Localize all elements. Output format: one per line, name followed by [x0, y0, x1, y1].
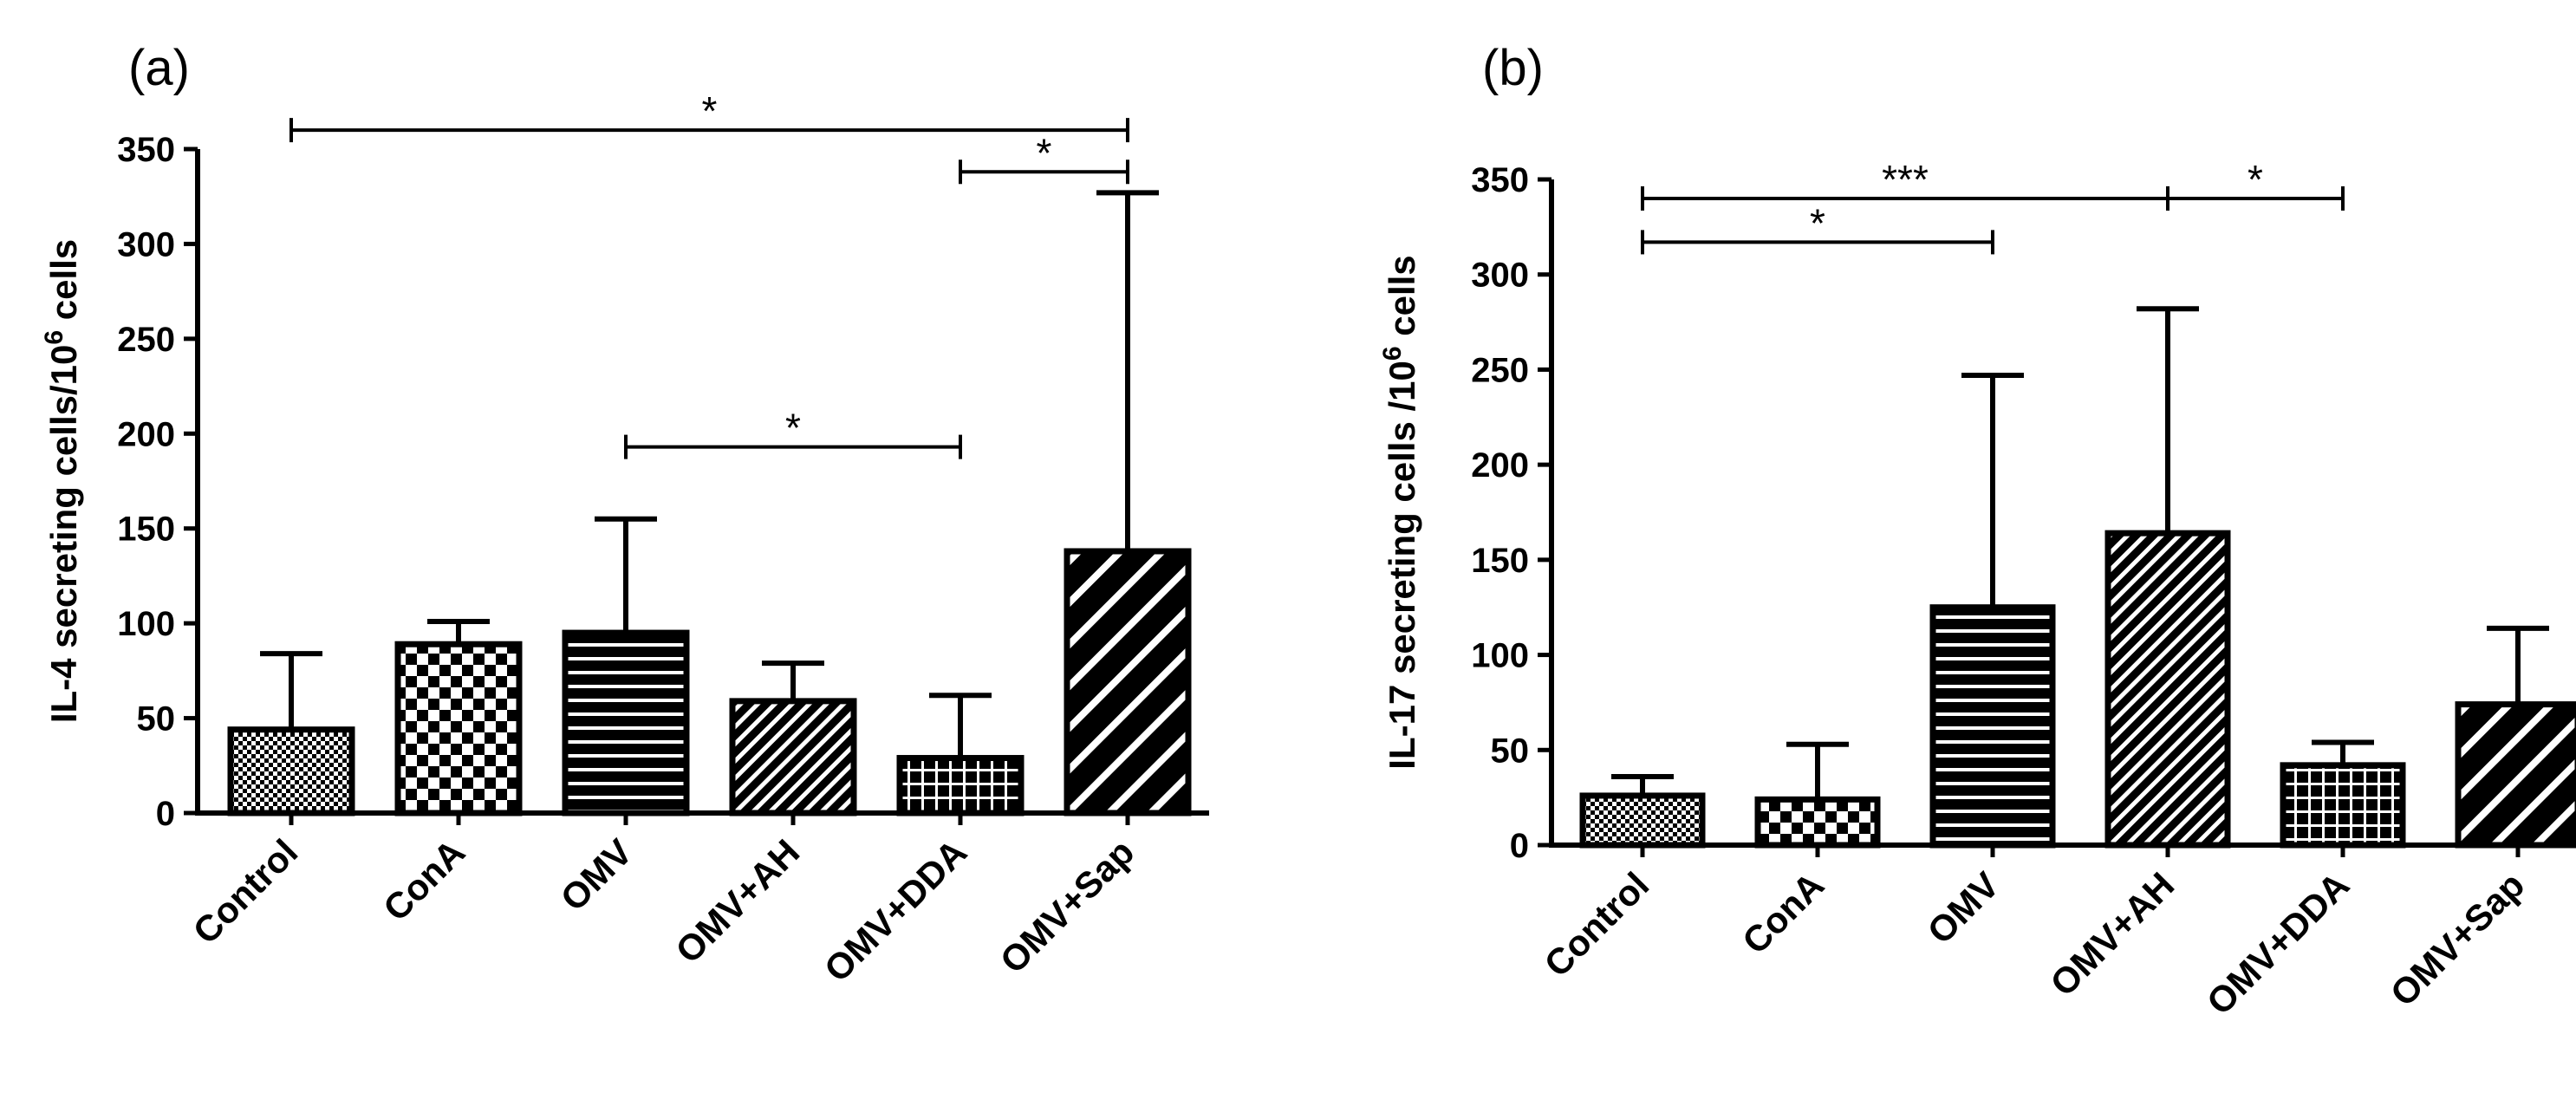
x-category-label: OMV: [1919, 864, 2007, 952]
bar-cona: [1754, 796, 1881, 849]
significance-marker: ***: [1882, 157, 1929, 202]
chart-panel-a: (a) 0 50 100 150 200 250 300 350 IL-4 secreting c…: [40, 40, 1209, 990]
y-tick-label: 350: [117, 131, 175, 169]
bar-cona: [394, 641, 523, 816]
y-tick-label: 100: [1471, 637, 1529, 675]
panel-label-a: (a): [128, 40, 190, 96]
x-category-label: OMV+DDA: [816, 831, 975, 990]
y-tick-label: 300: [1471, 257, 1529, 295]
significance-marker: *: [1037, 130, 1052, 175]
bar-omv-sap: [2455, 701, 2576, 849]
bar-control: [1579, 792, 1706, 849]
y-tick-label: 150: [117, 511, 175, 549]
y-tick-label: 350: [1471, 161, 1529, 199]
bar-omv-ah: [2104, 530, 2231, 849]
significance-marker: *: [702, 88, 718, 133]
y-tick-label: 200: [117, 415, 175, 453]
y-tick-label: 100: [117, 605, 175, 643]
bar-omv-sap: [1064, 548, 1192, 816]
x-category-label: OMV+Sap: [992, 831, 1142, 981]
x-category-label: OMV+DDA: [2199, 864, 2358, 1023]
y-tick-label: 0: [1510, 827, 1529, 865]
y-tick-label: 300: [117, 225, 175, 263]
x-category-label: OMV+Sap: [2383, 864, 2533, 1014]
x-category-label: Control: [1537, 864, 1657, 985]
y-axis-label: IL-4 secreting cells/106 cells: [40, 239, 84, 723]
significance-marker: *: [1810, 200, 1825, 245]
bar-omv-dda: [2280, 762, 2406, 849]
y-tick-label: 250: [117, 321, 175, 359]
significance-marker: *: [2247, 157, 2263, 202]
bar-omv-ah: [729, 698, 857, 816]
x-category-label: OMV+AH: [667, 831, 807, 971]
y-axis-label: IL-17 secreting cells /106 cells: [1378, 255, 1422, 769]
y-tick-label: 50: [1491, 732, 1530, 770]
y-tick-label: 50: [137, 700, 176, 738]
panel-label-b: (b): [1482, 40, 1544, 96]
bar-omv: [562, 629, 690, 816]
significance-marker: *: [785, 406, 801, 451]
bar-omv-dda: [896, 755, 1025, 816]
x-category-label: OMV: [552, 831, 640, 919]
x-category-label: ConA: [1734, 864, 1831, 961]
x-category-label: ConA: [375, 831, 472, 928]
bar-control: [227, 726, 355, 816]
y-tick-label: 0: [156, 795, 175, 833]
y-tick-label: 150: [1471, 542, 1529, 580]
bar-omv: [1929, 604, 2056, 849]
chart-panel-b: (b) 0 50 100 150 200 250 300 350 IL-17 secreting …: [1378, 40, 2576, 1023]
x-category-label: Control: [185, 831, 306, 952]
y-tick-label: 200: [1471, 446, 1529, 485]
y-tick-label: 250: [1471, 351, 1529, 389]
x-category-label: OMV+AH: [2042, 864, 2182, 1004]
